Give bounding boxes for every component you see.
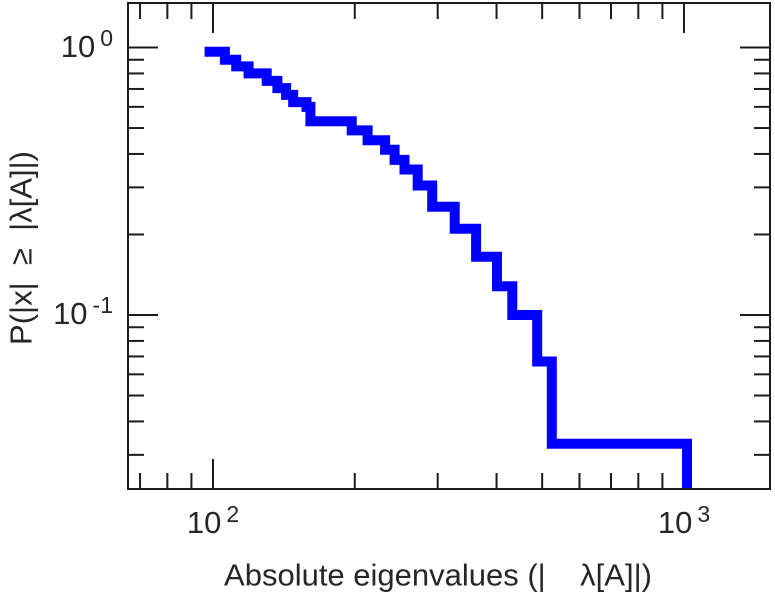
tick-label-exponent: 0	[100, 25, 113, 51]
tick-label-base: 10	[657, 505, 693, 540]
plot-area-border	[127, 2, 771, 490]
y-axis-label: P(|x| ≥ |λ[A]|)	[3, 151, 39, 345]
absolute-eigenvalue-ccdf	[204, 46, 692, 489]
tick-label-base: 10	[186, 505, 222, 540]
ccdf-step-curve	[204, 46, 692, 489]
x-axis-label: Absolute eigenvalues (| λ[A]|)	[224, 557, 652, 593]
x-tick-label-100: 10 2	[186, 501, 240, 540]
axis-ticks	[128, 3, 770, 489]
tick-label-exponent: -1	[92, 292, 113, 318]
y-tick-label-1e0: 10 0	[0, 25, 113, 64]
tick-label-exponent: 2	[226, 501, 240, 527]
y-tick-label-1e-1: 10 -1	[0, 292, 113, 331]
x-tick-label-1000: 10 3	[657, 501, 711, 540]
tick-label-base: 10	[53, 296, 88, 331]
tick-label-exponent: 3	[697, 501, 711, 527]
tick-label-base: 10	[60, 29, 96, 64]
